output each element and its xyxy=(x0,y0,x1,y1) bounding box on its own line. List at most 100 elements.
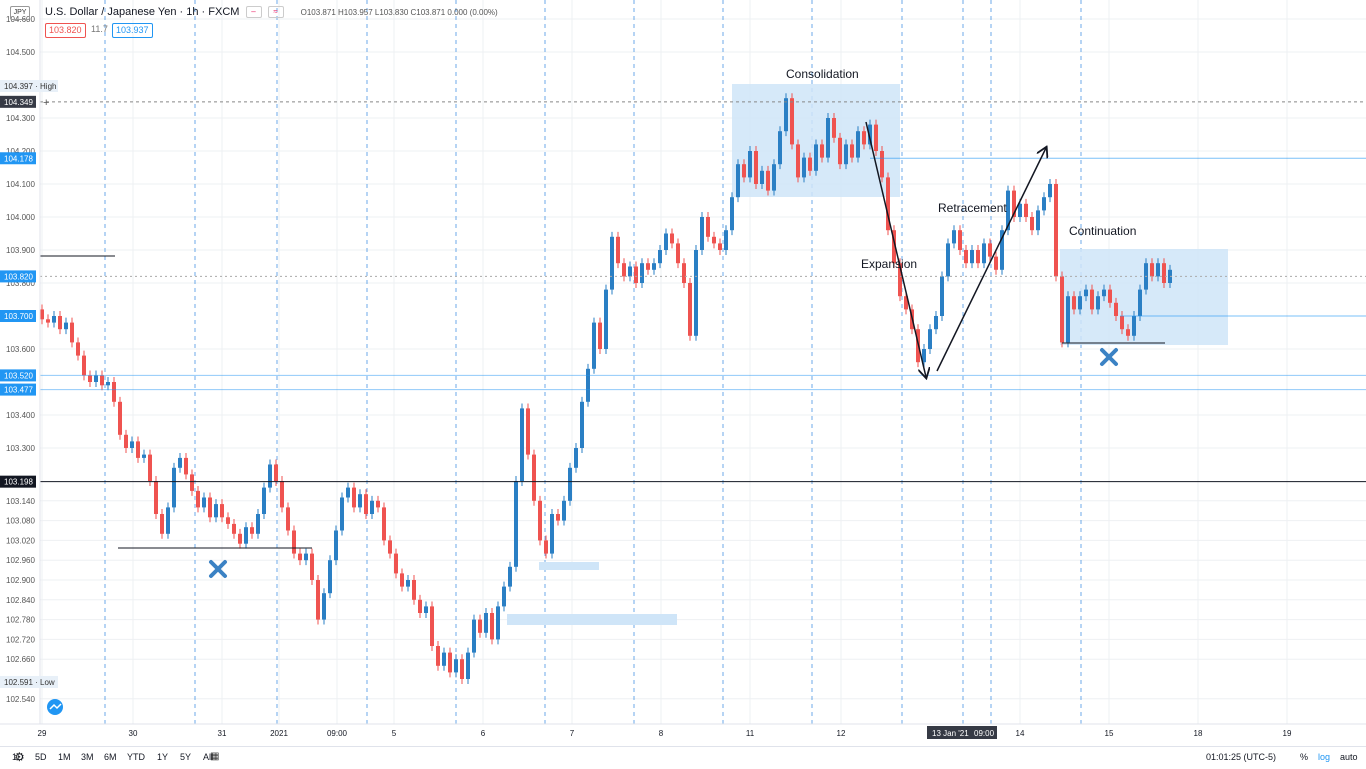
candle-body xyxy=(94,375,98,382)
candle-body xyxy=(412,580,416,600)
symbol-badge[interactable]: JPY xyxy=(10,6,30,20)
candle-body xyxy=(178,457,182,468)
timeframe-button-ytd[interactable]: YTD xyxy=(127,752,145,762)
candle-body xyxy=(358,494,362,508)
candle-body xyxy=(310,553,314,580)
candle-body xyxy=(646,263,650,270)
drawing-overlay xyxy=(40,101,1366,578)
candle-body xyxy=(88,375,92,382)
candle-body xyxy=(454,659,458,673)
candle-body xyxy=(394,553,398,574)
time-tick-label: 30 xyxy=(129,729,138,738)
percent-toggle[interactable]: % xyxy=(1300,752,1309,762)
timeframe-button-5y[interactable]: 5Y xyxy=(180,752,192,762)
candle-body xyxy=(748,151,752,178)
candle-body xyxy=(976,250,980,264)
candle-body xyxy=(592,322,596,369)
candle-body xyxy=(832,118,836,138)
candle-body xyxy=(256,514,260,534)
candle-body xyxy=(664,233,668,250)
timeframe-button-6m[interactable]: 6M xyxy=(104,752,117,762)
candle-body xyxy=(772,164,776,191)
candle-body xyxy=(988,243,992,257)
candle-body xyxy=(634,266,638,283)
price-tick-label: 103.080 xyxy=(6,517,35,526)
time-tick-label: 31 xyxy=(218,729,227,738)
candle-body xyxy=(442,652,446,666)
timeframe-button-3m[interactable]: 3M xyxy=(81,752,94,762)
candle-body xyxy=(880,151,884,178)
candle-body xyxy=(1102,289,1106,297)
ask-price[interactable]: 103.937 xyxy=(112,23,153,38)
candle-body xyxy=(826,118,830,158)
candle-body xyxy=(724,230,728,250)
candle-body xyxy=(892,230,896,264)
candle-body xyxy=(232,523,236,534)
price-tick-label: 103.400 xyxy=(6,411,35,420)
candle-body xyxy=(694,250,698,336)
candle-body xyxy=(1096,296,1100,310)
candle-body xyxy=(526,408,530,455)
price-tick-label: 103.140 xyxy=(6,497,35,506)
date-range-icon[interactable]: ▦ xyxy=(210,751,220,762)
price-axis[interactable]: 104.600104.500104.300104.200104.100104.0… xyxy=(0,0,63,724)
grid xyxy=(40,0,1366,724)
candle-body xyxy=(118,401,122,435)
log-toggle[interactable]: log xyxy=(1318,752,1331,762)
candle-series xyxy=(40,93,1172,684)
candle-body xyxy=(676,243,680,264)
candle-body xyxy=(796,144,800,178)
bid-price[interactable]: 103.820 xyxy=(45,23,86,38)
annotation-zones xyxy=(507,84,1228,625)
add-level-icon[interactable]: + xyxy=(43,97,49,109)
candle-body xyxy=(598,322,602,349)
candle-body xyxy=(610,236,614,290)
minimize-icon[interactable]: – xyxy=(245,6,262,19)
timeframe-button-all[interactable]: All xyxy=(203,752,214,762)
candle-body xyxy=(844,144,848,165)
settings-icon[interactable]: ⚙ xyxy=(14,750,25,764)
candle-body xyxy=(964,250,968,264)
time-tick-label: 8 xyxy=(659,729,664,738)
candle-body xyxy=(730,197,734,231)
candle-body xyxy=(706,217,710,237)
retracement-arrow xyxy=(936,148,1046,372)
candle-body xyxy=(508,566,512,587)
price-tick-label: 102.840 xyxy=(6,596,35,605)
candle-body xyxy=(76,342,80,356)
candle-body xyxy=(70,322,74,343)
candle-body xyxy=(196,490,200,508)
candle-body xyxy=(1066,296,1070,343)
timeframe-button-1m[interactable]: 1M xyxy=(58,752,71,762)
candle-body xyxy=(586,368,590,402)
time-axis[interactable]: 29 30 31 2021 09:00 5 6 7 8 11 12 14 15 18 19 13 Jan '2… xyxy=(0,723,1366,739)
time-tick-label: 19 xyxy=(1283,729,1292,738)
candle-body xyxy=(262,487,266,514)
candle-body xyxy=(298,553,302,561)
timeframe-button-1y[interactable]: 1Y xyxy=(157,752,169,762)
auto-toggle[interactable]: auto xyxy=(1340,752,1358,762)
candle-body xyxy=(622,263,626,277)
candle-body xyxy=(382,507,386,541)
candle-body xyxy=(388,540,392,554)
candle-body xyxy=(244,527,248,544)
candle-body xyxy=(220,504,224,518)
candle-body xyxy=(1060,276,1064,343)
price-tick-label: 102.900 xyxy=(6,576,35,585)
timeframe-button-1d[interactable]: 1D xyxy=(12,752,24,762)
candle-body xyxy=(418,599,422,613)
candle-body xyxy=(928,329,932,349)
expansion-arrow xyxy=(865,121,926,377)
wave-icon[interactable]: ≈ xyxy=(267,6,284,19)
candle-body xyxy=(1132,316,1136,336)
candle-body xyxy=(1120,316,1124,330)
price-tick-label: 104.000 xyxy=(6,213,35,222)
spread-value: 11.7 xyxy=(91,24,108,34)
timeframe-button-5d[interactable]: 5D xyxy=(35,752,47,762)
candle-body xyxy=(1114,302,1118,316)
candle-body xyxy=(214,504,218,518)
clock-readout: 01:01:25 (UTC-5) xyxy=(1206,752,1277,762)
candle-body xyxy=(274,464,278,481)
candle-body xyxy=(970,250,974,264)
